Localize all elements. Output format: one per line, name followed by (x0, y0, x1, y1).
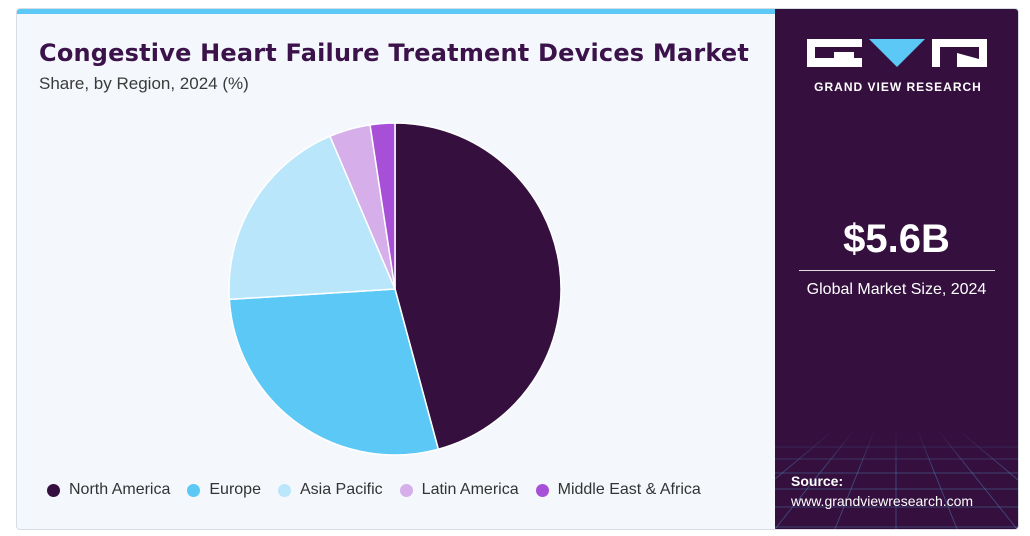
pie-chart (228, 122, 562, 456)
legend-label: Middle East & Africa (557, 481, 701, 498)
legend-item: North America (47, 481, 170, 499)
chart-title: Congestive Heart Failure Treatment Devic… (39, 39, 750, 67)
pie-slice-europe (228, 288, 440, 456)
legend-item: Asia Pacific (277, 481, 383, 499)
legend-swatch (187, 483, 201, 497)
stat-divider (799, 270, 995, 271)
source-label: Source: (791, 473, 844, 489)
brand-name: GRAND VIEW RESEARCH (814, 80, 982, 94)
legend-swatch (277, 483, 291, 497)
legend-swatch (535, 483, 549, 497)
source-link[interactable]: www.grandviewresearch.com (791, 493, 974, 509)
accent-bar (17, 9, 775, 14)
grand-view-research-logo (807, 39, 987, 67)
legend-swatch (399, 483, 413, 497)
chart-card: Congestive Heart Failure Treatment Devic… (16, 8, 1019, 530)
legend-label: Europe (209, 481, 261, 498)
market-size-label: Global Market Size, 2024 (806, 281, 987, 298)
grid-decoration (775, 429, 1018, 529)
legend-label: Latin America (421, 481, 519, 498)
legend-item: Latin America (399, 481, 519, 499)
chart-panel: Congestive Heart Failure Treatment Devic… (17, 9, 775, 529)
legend-label: Asia Pacific (299, 481, 383, 498)
pie-slice-asia-pacific (228, 135, 397, 301)
pie-slice-middle-east-africa (369, 122, 396, 290)
pie-slice-north-america (394, 122, 562, 451)
legend-item: Europe (187, 481, 261, 499)
legend-swatch (47, 483, 60, 497)
chart-subtitle: Share, by Region, 2024 (%) (39, 74, 249, 93)
legend-item: Middle East & Africa (535, 481, 701, 499)
legend-label: North America (69, 481, 171, 498)
chart-legend: North America Europe Asia Pacific Latin Ame… (47, 481, 718, 499)
summary-panel: GRAND VIEW RESEARCH $5.6B Global Market … (775, 9, 1018, 529)
market-size-value: $5.6B (843, 217, 950, 261)
